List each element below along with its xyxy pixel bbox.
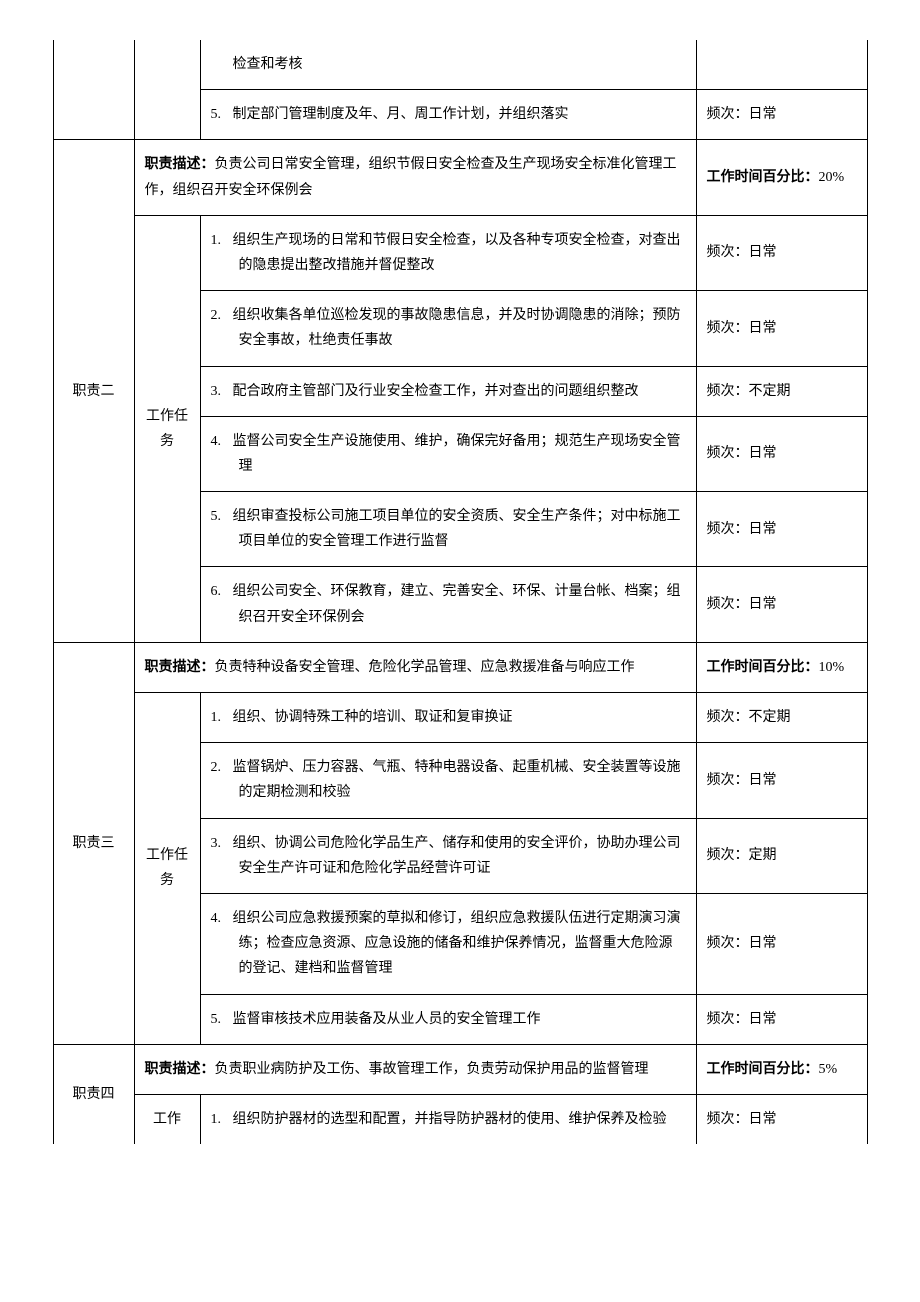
task-text: 组织收集各单位巡检发现的事故隐患信息，并及时协调隐患的消除；预防安全事故，杜绝责…: [233, 308, 681, 348]
duty3-freq5: 频次：日常: [696, 994, 867, 1044]
task-text: 制定部门管理制度及年、月、周工作计划，并组织落实: [233, 107, 569, 122]
duty3-time: 工作时间百分比：10%: [696, 642, 867, 692]
duty2-task2: 2.组织收集各单位巡检发现的事故隐患信息，并及时协调隐患的消除；预防安全事故，杜…: [200, 291, 696, 366]
duty1-work-label-cell2: [134, 90, 200, 140]
task-text: 组织、协调特殊工种的培训、取证和复审换证: [233, 710, 513, 725]
duty1-freq-prev: [696, 40, 867, 90]
duty3-task5: 5.监督审核技术应用装备及从业人员的安全管理工作: [200, 994, 696, 1044]
duty2-label: 职责二: [53, 140, 134, 642]
duty4-label: 职责四: [53, 1044, 134, 1144]
task-text: 组织审查投标公司施工项目单位的安全资质、安全生产条件；对中标施工项目单位的安全管…: [233, 509, 681, 549]
duty3-freq1: 频次：不定期: [696, 693, 867, 743]
duty4-work-label: 工作: [134, 1094, 200, 1144]
duty2-work-label: 工作任务: [134, 215, 200, 642]
desc-text: 负责特种设备安全管理、危险化学品管理、应急救援准备与响应工作: [215, 660, 635, 675]
duty3-task4: 4.组织公司应急救援预案的草拟和修订，组织应急救援队伍进行定期演习演练；检查应急…: [200, 893, 696, 994]
time-label: 工作时间百分比：: [707, 1062, 819, 1077]
task-text: 检查和考核: [233, 57, 303, 72]
duty3-freq2: 频次：日常: [696, 743, 867, 818]
duty3-task1: 1.组织、协调特殊工种的培训、取证和复审换证: [200, 693, 696, 743]
duty3-task2: 2.监督锅炉、压力容器、气瓶、特种电器设备、起重机械、安全装置等设施的定期检测和…: [200, 743, 696, 818]
time-pct: 5%: [819, 1062, 838, 1077]
duty1-task5: 5.制定部门管理制度及年、月、周工作计划，并组织落实: [200, 90, 696, 140]
duty3-freq3: 频次：定期: [696, 818, 867, 893]
duty4-freq1: 频次：日常: [696, 1094, 867, 1144]
duty2-freq1: 频次：日常: [696, 215, 867, 290]
task-text: 组织公司应急救援预案的草拟和修订，组织应急救援队伍进行定期演习演练；检查应急资源…: [233, 911, 681, 976]
duty4-time: 工作时间百分比：5%: [696, 1044, 867, 1094]
duty2-task6: 6.组织公司安全、环保教育，建立、完善安全、环保、计量台帐、档案；组织召开安全环…: [200, 567, 696, 642]
duty3-desc: 职责描述：负责特种设备安全管理、危险化学品管理、应急救援准备与响应工作: [134, 642, 696, 692]
task-text: 组织防护器材的选型和配置，并指导防护器材的使用、维护保养及检验: [233, 1112, 667, 1127]
duty3-freq4: 频次：日常: [696, 893, 867, 994]
duty2-freq2: 频次：日常: [696, 291, 867, 366]
task-text: 组织、协调公司危险化学品生产、储存和使用的安全评价，协助办理公司安全生产许可证和…: [233, 836, 681, 876]
duty1-task-prev: 检查和考核: [200, 40, 696, 90]
duty2-freq5: 频次：日常: [696, 492, 867, 567]
task-text: 组织生产现场的日常和节假日安全检查，以及各种专项安全检查，对查出的隐患提出整改措…: [233, 233, 681, 273]
duty2-desc: 职责描述：负责公司日常安全管理，组织节假日安全检查及生产现场安全标准化管理工作，…: [134, 140, 696, 215]
duty2-task4: 4.监督公司安全生产设施使用、维护，确保完好备用；规范生产现场安全管理: [200, 416, 696, 491]
duty1-work-label-cell: [134, 40, 200, 90]
duty3-work-label: 工作任务: [134, 693, 200, 1045]
desc-label: 职责描述：: [145, 1062, 215, 1077]
duty4-task1: 1.组织防护器材的选型和配置，并指导防护器材的使用、维护保养及检验: [200, 1094, 696, 1144]
desc-label: 职责描述：: [145, 157, 215, 172]
desc-text: 负责公司日常安全管理，组织节假日安全检查及生产现场安全标准化管理工作，组织召开安…: [145, 157, 677, 197]
task-text: 监督公司安全生产设施使用、维护，确保完好备用；规范生产现场安全管理: [233, 434, 681, 474]
duty2-time: 工作时间百分比：20%: [696, 140, 867, 215]
desc-text: 负责职业病防护及工伤、事故管理工作，负责劳动保护用品的监督管理: [215, 1062, 649, 1077]
task-text: 组织公司安全、环保教育，建立、完善安全、环保、计量台帐、档案；组织召开安全环保例…: [233, 584, 681, 624]
task-text: 监督审核技术应用装备及从业人员的安全管理工作: [233, 1012, 541, 1027]
duty2-freq4: 频次：日常: [696, 416, 867, 491]
time-pct: 20%: [819, 170, 845, 185]
desc-label: 职责描述：: [145, 660, 215, 675]
task-text: 监督锅炉、压力容器、气瓶、特种电器设备、起重机械、安全装置等设施的定期检测和校验: [233, 760, 681, 800]
duty2-freq6: 频次：日常: [696, 567, 867, 642]
duty4-desc: 职责描述：负责职业病防护及工伤、事故管理工作，负责劳动保护用品的监督管理: [134, 1044, 696, 1094]
time-label: 工作时间百分比：: [707, 660, 819, 675]
time-label: 工作时间百分比：: [707, 170, 819, 185]
duty3-label: 职责三: [53, 642, 134, 1044]
duty3-task3: 3.组织、协调公司危险化学品生产、储存和使用的安全评价，协助办理公司安全生产许可…: [200, 818, 696, 893]
duty1-label-cell: [53, 40, 134, 90]
job-duty-table: 检查和考核 5.制定部门管理制度及年、月、周工作计划，并组织落实 频次：日常 职…: [53, 40, 868, 1144]
duty1-label-cell2: [53, 90, 134, 140]
task-text: 配合政府主管部门及行业安全检查工作，并对查出的问题组织整改: [233, 384, 639, 399]
duty2-task5: 5.组织审查投标公司施工项目单位的安全资质、安全生产条件；对中标施工项目单位的安…: [200, 492, 696, 567]
duty2-task1: 1.组织生产现场的日常和节假日安全检查，以及各种专项安全检查，对查出的隐患提出整…: [200, 215, 696, 290]
duty2-freq3: 频次：不定期: [696, 366, 867, 416]
duty2-task3: 3.配合政府主管部门及行业安全检查工作，并对查出的问题组织整改: [200, 366, 696, 416]
time-pct: 10%: [819, 660, 845, 675]
duty1-freq5: 频次：日常: [696, 90, 867, 140]
